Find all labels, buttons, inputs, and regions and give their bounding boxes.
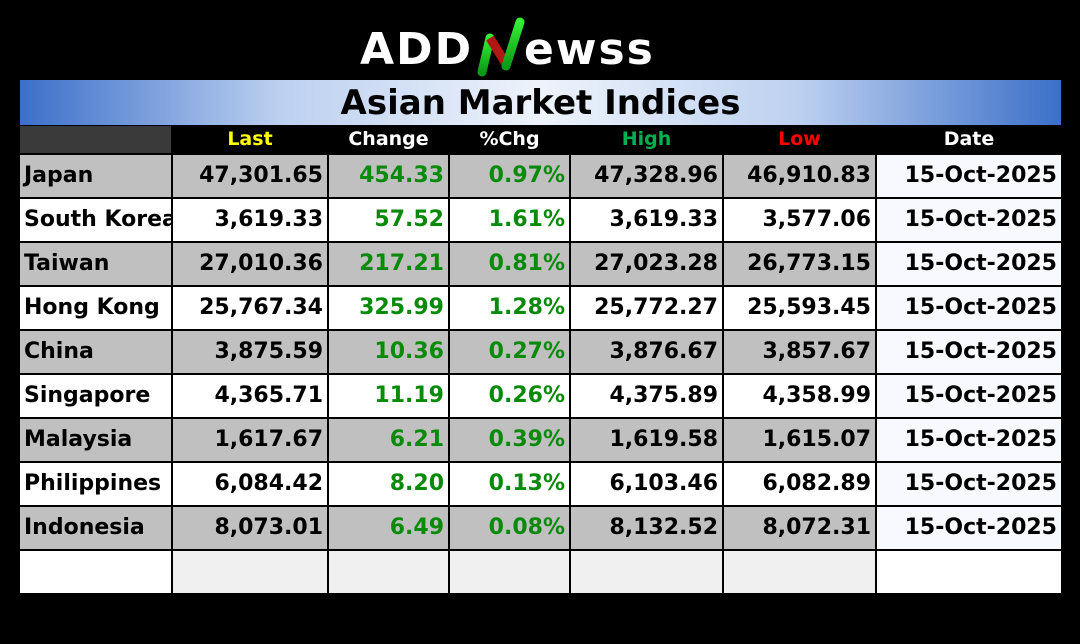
- cell-date: 15-Oct-2025: [877, 463, 1061, 505]
- cell-date: 15-Oct-2025: [877, 331, 1061, 373]
- column-header-country: [20, 126, 171, 153]
- cell-change: 6.21: [329, 419, 448, 461]
- cell-low: 25,593.45: [724, 287, 875, 329]
- cell-last: 4,365.71: [173, 375, 327, 417]
- svg-text:ADD: ADD: [360, 24, 473, 75]
- cell-last: 8,073.01: [173, 507, 327, 549]
- cell-low: 46,910.83: [724, 155, 875, 197]
- cell-change: 454.33: [329, 155, 448, 197]
- cell-change: 8.20: [329, 463, 448, 505]
- cell-date: 15-Oct-2025: [877, 287, 1061, 329]
- cell-low: 3,577.06: [724, 199, 875, 241]
- cell-last: 1,617.67: [173, 419, 327, 461]
- cell-high: 1,619.58: [571, 419, 722, 461]
- empty-cell: [724, 551, 875, 593]
- cell-pct-change: 0.13%: [450, 463, 569, 505]
- cell-high: 3,876.67: [571, 331, 722, 373]
- cell-country: Japan: [20, 155, 171, 197]
- cell-last: 3,619.33: [173, 199, 327, 241]
- cell-date: 15-Oct-2025: [877, 199, 1061, 241]
- cell-country: Taiwan: [20, 243, 171, 285]
- cell-high: 8,132.52: [571, 507, 722, 549]
- cell-high: 4,375.89: [571, 375, 722, 417]
- cell-country: Philippines: [20, 463, 171, 505]
- logo: ADD ewss: [0, 12, 1080, 78]
- cell-low: 26,773.15: [724, 243, 875, 285]
- cell-high: 47,328.96: [571, 155, 722, 197]
- indices-table: Last Change %Chg High Low Date Japan 47,301.65 4…: [20, 126, 1061, 593]
- column-header-low: Low: [724, 126, 875, 153]
- cell-low: 6,082.89: [724, 463, 875, 505]
- cell-pct-change: 0.39%: [450, 419, 569, 461]
- cell-last: 3,875.59: [173, 331, 327, 373]
- empty-cell: [571, 551, 722, 593]
- cell-country: Singapore: [20, 375, 171, 417]
- svg-text:ewss: ewss: [524, 24, 655, 75]
- cell-change: 11.19: [329, 375, 448, 417]
- cell-date: 15-Oct-2025: [877, 419, 1061, 461]
- cell-country: Indonesia: [20, 507, 171, 549]
- cell-last: 27,010.36: [173, 243, 327, 285]
- cell-last: 47,301.65: [173, 155, 327, 197]
- cell-country: South Korea: [20, 199, 171, 241]
- cell-date: 15-Oct-2025: [877, 243, 1061, 285]
- empty-cell: [877, 551, 1061, 593]
- cell-last: 6,084.42: [173, 463, 327, 505]
- column-header-date: Date: [877, 126, 1061, 153]
- cell-last: 25,767.34: [173, 287, 327, 329]
- column-header-change: Change: [329, 126, 448, 153]
- cell-pct-change: 0.08%: [450, 507, 569, 549]
- column-header-pct-change: %Chg: [450, 126, 569, 153]
- cell-high: 3,619.33: [571, 199, 722, 241]
- empty-cell: [20, 551, 171, 593]
- cell-country: Hong Kong: [20, 287, 171, 329]
- cell-country: China: [20, 331, 171, 373]
- empty-cell: [450, 551, 569, 593]
- cell-high: 25,772.27: [571, 287, 722, 329]
- cell-change: 325.99: [329, 287, 448, 329]
- cell-high: 6,103.46: [571, 463, 722, 505]
- cell-pct-change: 0.97%: [450, 155, 569, 197]
- column-header-last: Last: [173, 126, 327, 153]
- cell-low: 3,857.67: [724, 331, 875, 373]
- cell-pct-change: 0.27%: [450, 331, 569, 373]
- page-title: Asian Market Indices: [20, 80, 1061, 125]
- cell-date: 15-Oct-2025: [877, 507, 1061, 549]
- cell-low: 4,358.99: [724, 375, 875, 417]
- cell-low: 8,072.31: [724, 507, 875, 549]
- cell-date: 15-Oct-2025: [877, 375, 1061, 417]
- cell-low: 1,615.07: [724, 419, 875, 461]
- column-header-high: High: [571, 126, 722, 153]
- cell-pct-change: 0.81%: [450, 243, 569, 285]
- addnewss-logo-image: ADD ewss: [360, 17, 655, 77]
- cell-country: Malaysia: [20, 419, 171, 461]
- cell-change: 217.21: [329, 243, 448, 285]
- cell-change: 6.49: [329, 507, 448, 549]
- empty-cell: [329, 551, 448, 593]
- cell-date: 15-Oct-2025: [877, 155, 1061, 197]
- empty-cell: [173, 551, 327, 593]
- cell-pct-change: 1.61%: [450, 199, 569, 241]
- cell-change: 10.36: [329, 331, 448, 373]
- cell-high: 27,023.28: [571, 243, 722, 285]
- cell-change: 57.52: [329, 199, 448, 241]
- cell-pct-change: 0.26%: [450, 375, 569, 417]
- cell-pct-change: 1.28%: [450, 287, 569, 329]
